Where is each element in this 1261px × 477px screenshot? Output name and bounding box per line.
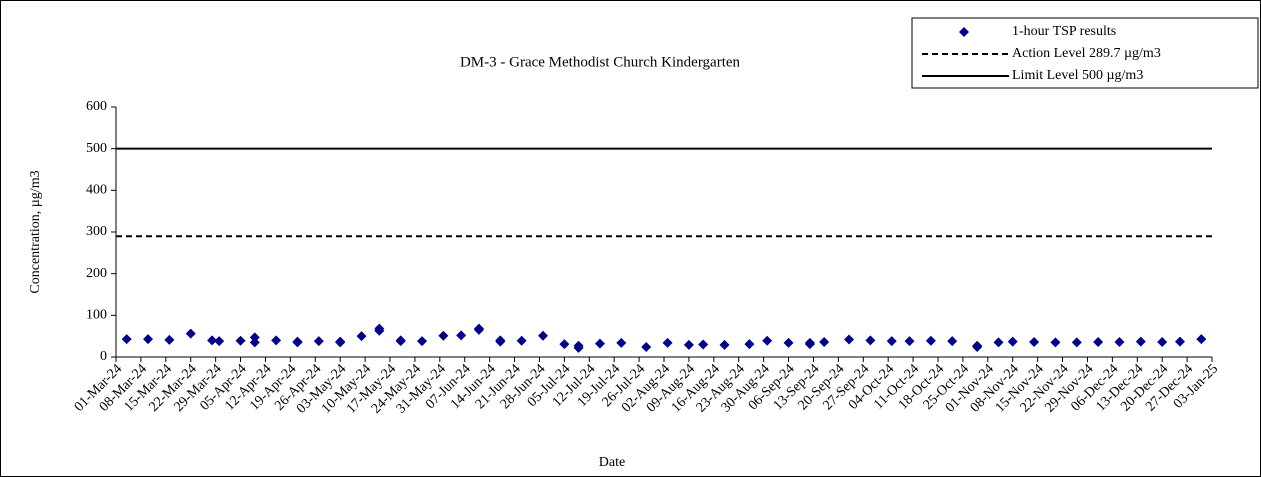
point [819,337,830,347]
y-axis-label: Concentration, µg/m3 [28,170,43,293]
point [185,328,196,339]
legend-label: Limit Level 500 µg/m3 [1012,68,1143,83]
point [356,331,367,342]
x-axis-label: Date [599,455,625,470]
legend-label: Action Level 289.7 µg/m3 [1012,46,1161,61]
point [972,342,983,352]
point [516,335,527,346]
point [313,336,324,347]
point [744,339,755,350]
point [641,342,652,352]
point [249,337,260,348]
point [207,335,218,346]
point [947,336,958,347]
y-tick-label: 100 [86,308,107,323]
point [538,330,549,341]
point [662,337,673,348]
point [1093,337,1104,347]
y-tick-label: 600 [86,99,107,114]
point [121,334,132,345]
point [1174,336,1185,347]
point [164,334,175,345]
point [886,336,897,347]
y-tick-label: 200 [86,266,107,281]
point [683,339,694,350]
point [573,342,584,353]
y-tick-label: 500 [86,141,107,156]
point [271,335,282,346]
point [1071,337,1082,348]
point [1007,336,1018,347]
point [559,339,570,350]
point [374,325,385,336]
y-tick-label: 400 [86,183,107,198]
point [1029,337,1040,347]
point [762,335,773,346]
point [417,336,428,347]
point [495,336,506,347]
point [395,335,406,346]
point [865,335,876,346]
legend-label: 1-hour TSP results [1012,24,1116,39]
y-tick-label: 300 [86,224,107,239]
point [594,338,605,349]
point [214,336,225,347]
point [719,339,730,350]
point [335,336,346,347]
point [804,339,815,350]
point [1135,336,1146,347]
point [143,334,154,345]
point [1050,337,1061,348]
point [698,339,709,350]
point [235,335,246,346]
point [993,337,1004,348]
point [844,334,855,345]
point [616,337,627,348]
point [456,330,467,341]
point [292,336,303,347]
point [904,336,915,347]
point [1157,337,1168,347]
point [438,330,449,341]
legend-marker [959,27,969,37]
point [925,335,936,346]
point [783,337,794,348]
y-tick-label: 0 [100,349,107,364]
point [1114,337,1125,347]
chart-title: DM-3 - Grace Methodist Church Kindergart… [460,54,741,70]
point [473,323,484,334]
point [1196,334,1207,345]
